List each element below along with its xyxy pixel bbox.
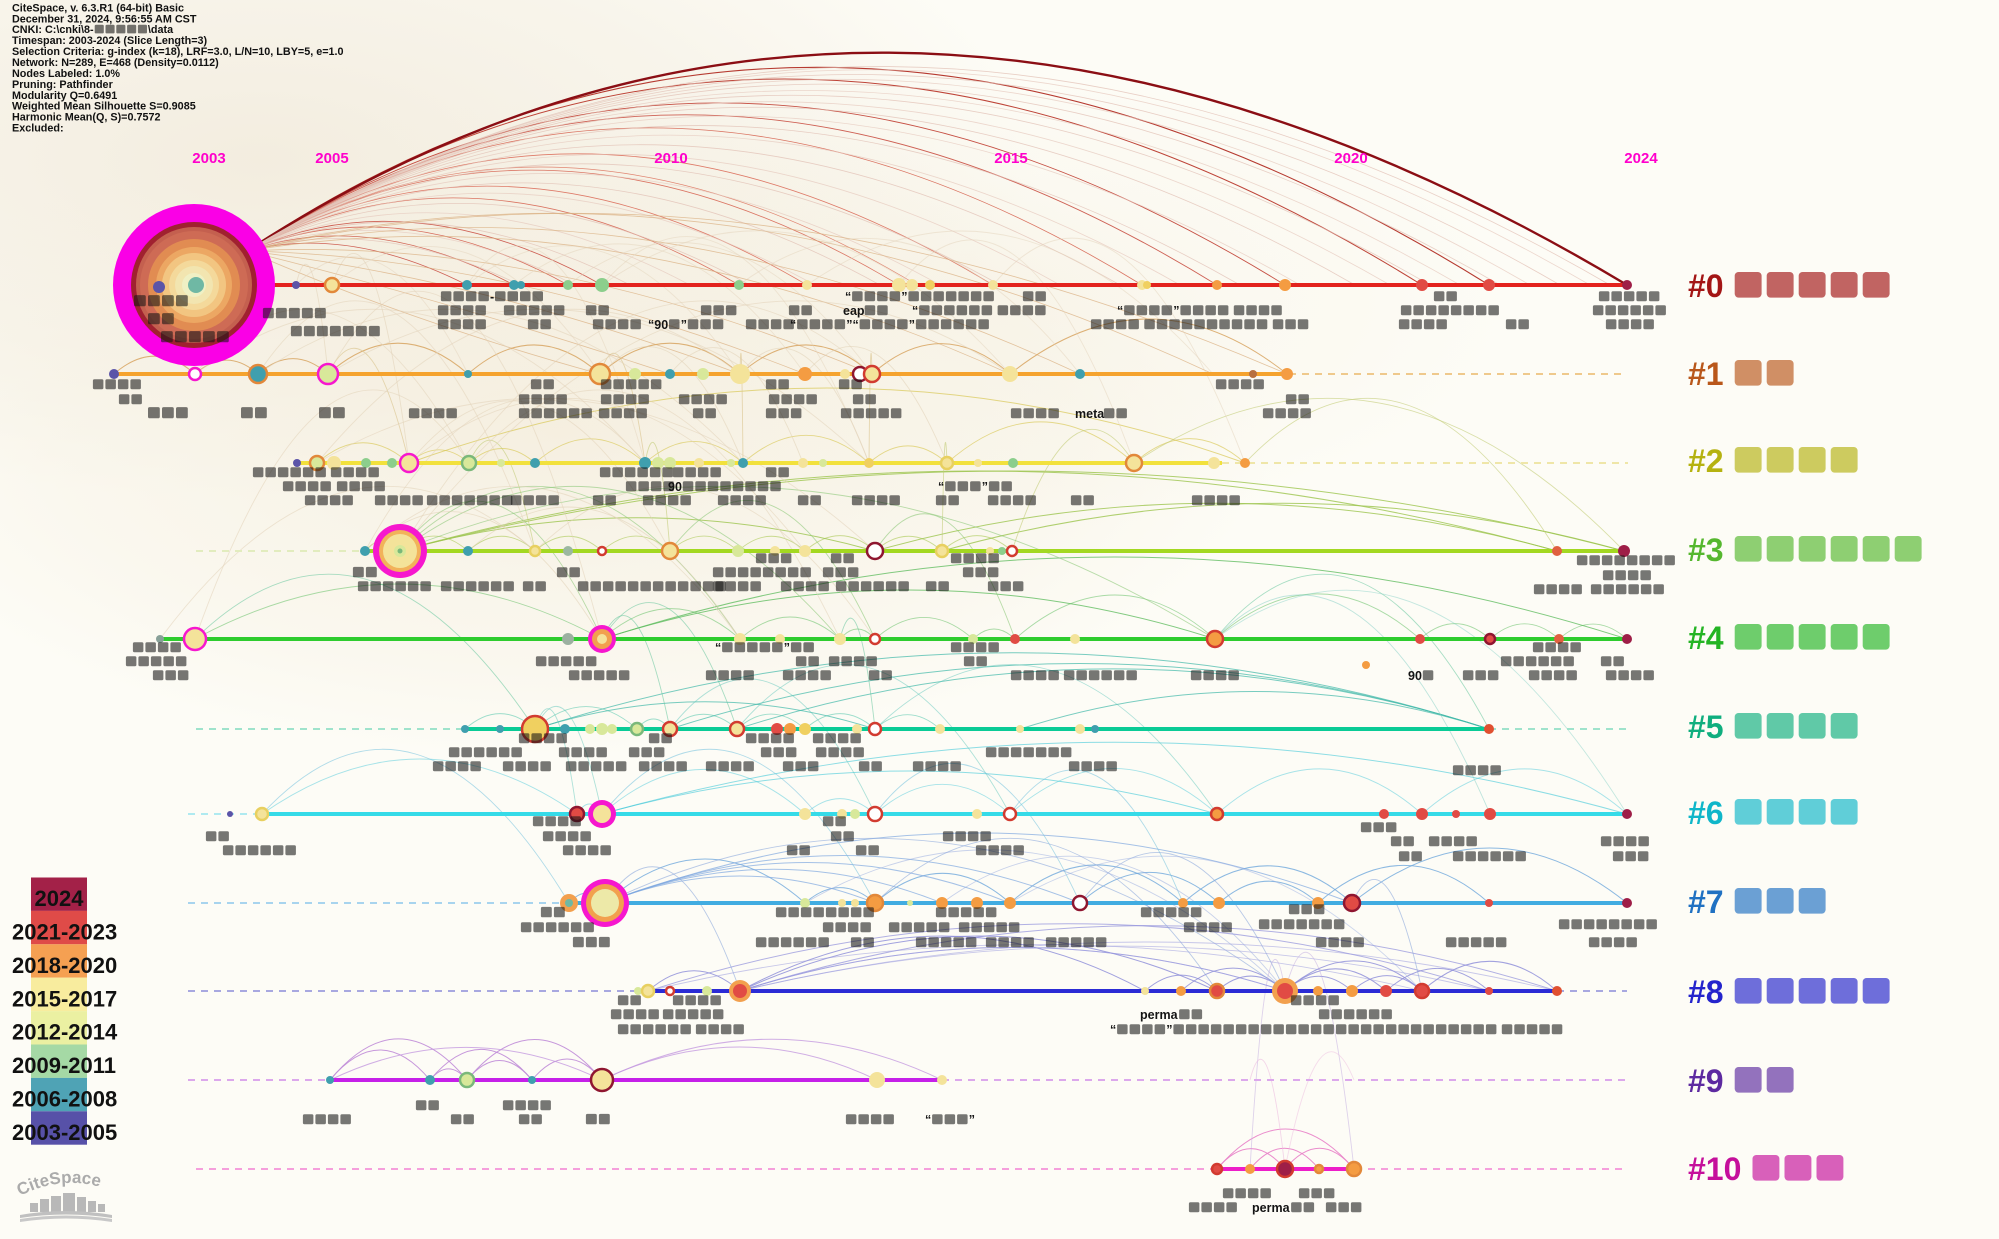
- svg-text:#2: #2: [1688, 443, 1724, 479]
- svg-text:#5: #5: [1688, 709, 1724, 745]
- svg-text:2024: 2024: [1624, 150, 1658, 167]
- svg-text:CiteSpace, v. 6.3.R1 (64-bit): CiteSpace, v. 6.3.R1 (64-bit) Basic: [12, 2, 184, 14]
- svg-text:December 31, 2024, 9:56:55 AM: December 31, 2024, 9:56:55 AM CST: [12, 13, 197, 25]
- svg-text:2003: 2003: [192, 150, 225, 167]
- svg-text:”: ”: [1173, 304, 1179, 318]
- svg-text:”: ”: [1166, 1023, 1172, 1037]
- svg-text:2018-2020: 2018-2020: [12, 953, 117, 978]
- svg-text:#3: #3: [1688, 532, 1724, 568]
- svg-text:#8: #8: [1688, 974, 1724, 1010]
- svg-text:2021-2023: 2021-2023: [12, 920, 117, 945]
- svg-text:“90: “90: [648, 318, 668, 332]
- svg-text:2006-2008: 2006-2008: [12, 1087, 117, 1112]
- svg-text:#0: #0: [1688, 268, 1724, 304]
- svg-text:“: “: [938, 480, 944, 494]
- svg-text:”: ”: [681, 318, 687, 332]
- svg-text:Modularity Q=0.6491: Modularity Q=0.6491: [12, 90, 117, 102]
- svg-text:#10: #10: [1688, 1151, 1741, 1187]
- svg-text:“: “: [790, 318, 796, 332]
- svg-text:2015-2017: 2015-2017: [12, 986, 117, 1011]
- svg-text:#6: #6: [1688, 795, 1724, 831]
- svg-text:90: 90: [668, 480, 682, 494]
- svg-text:2015: 2015: [994, 150, 1027, 167]
- svg-text:”: ”: [901, 290, 907, 304]
- svg-text:”: ”: [969, 1113, 975, 1127]
- svg-text:“: “: [1117, 304, 1123, 318]
- svg-text:Selection Criteria: g-index (k: Selection Criteria: g-index (k=18), LRF=…: [12, 46, 344, 58]
- svg-text:“: “: [912, 304, 918, 318]
- svg-text:“: “: [845, 290, 851, 304]
- svg-text:”“: ”“: [846, 318, 859, 332]
- svg-text:Harmonic Mean(Q, S)=0.7572: Harmonic Mean(Q, S)=0.7572: [12, 112, 161, 124]
- svg-text:2009-2011: 2009-2011: [12, 1053, 116, 1078]
- svg-text:Timespan: 2003-2024 (Slice Len: Timespan: 2003-2024 (Slice Length=3): [12, 35, 208, 47]
- svg-text:2012-2014: 2012-2014: [12, 1020, 118, 1045]
- svg-text:2003-2005: 2003-2005: [12, 1120, 117, 1145]
- svg-text:#1: #1: [1688, 356, 1724, 392]
- svg-text:meta: meta: [1075, 407, 1105, 421]
- svg-text:perma: perma: [1140, 1008, 1179, 1022]
- svg-text:”: ”: [784, 641, 790, 655]
- svg-text:2024: 2024: [35, 886, 85, 911]
- svg-text:”: ”: [909, 318, 915, 332]
- svg-text:#9: #9: [1688, 1063, 1724, 1099]
- svg-text:“: “: [1110, 1023, 1116, 1037]
- svg-text:2005: 2005: [315, 150, 348, 167]
- svg-text:Excluded:: Excluded:: [12, 123, 64, 135]
- svg-text:90: 90: [1408, 669, 1422, 683]
- svg-text:2020: 2020: [1334, 150, 1367, 167]
- svg-text:“: “: [925, 1113, 931, 1127]
- svg-text:Pruning: Pathfinder: Pruning: Pathfinder: [12, 79, 114, 91]
- svg-text:#4: #4: [1688, 620, 1724, 656]
- svg-text:Network: N=289, E=468 (Density: Network: N=289, E=468 (Density=0.0112): [12, 57, 219, 69]
- svg-text:“: “: [715, 641, 721, 655]
- svg-text:-: -: [490, 290, 494, 304]
- svg-text:Nodes Labeled: 1.0%: Nodes Labeled: 1.0%: [12, 68, 120, 80]
- svg-text:2010: 2010: [654, 150, 687, 167]
- svg-text:”: ”: [982, 480, 988, 494]
- svg-text:#7: #7: [1688, 884, 1724, 920]
- svg-text:\data: \data: [148, 24, 174, 36]
- svg-text:Weighted Mean Silhouette S=0.9: Weighted Mean Silhouette S=0.9085: [12, 101, 196, 113]
- svg-text:eap: eap: [843, 304, 865, 318]
- svg-text:perma: perma: [1252, 1201, 1291, 1215]
- svg-text:CNKI: C:\cnki\8-: CNKI: C:\cnki\8-: [12, 24, 94, 36]
